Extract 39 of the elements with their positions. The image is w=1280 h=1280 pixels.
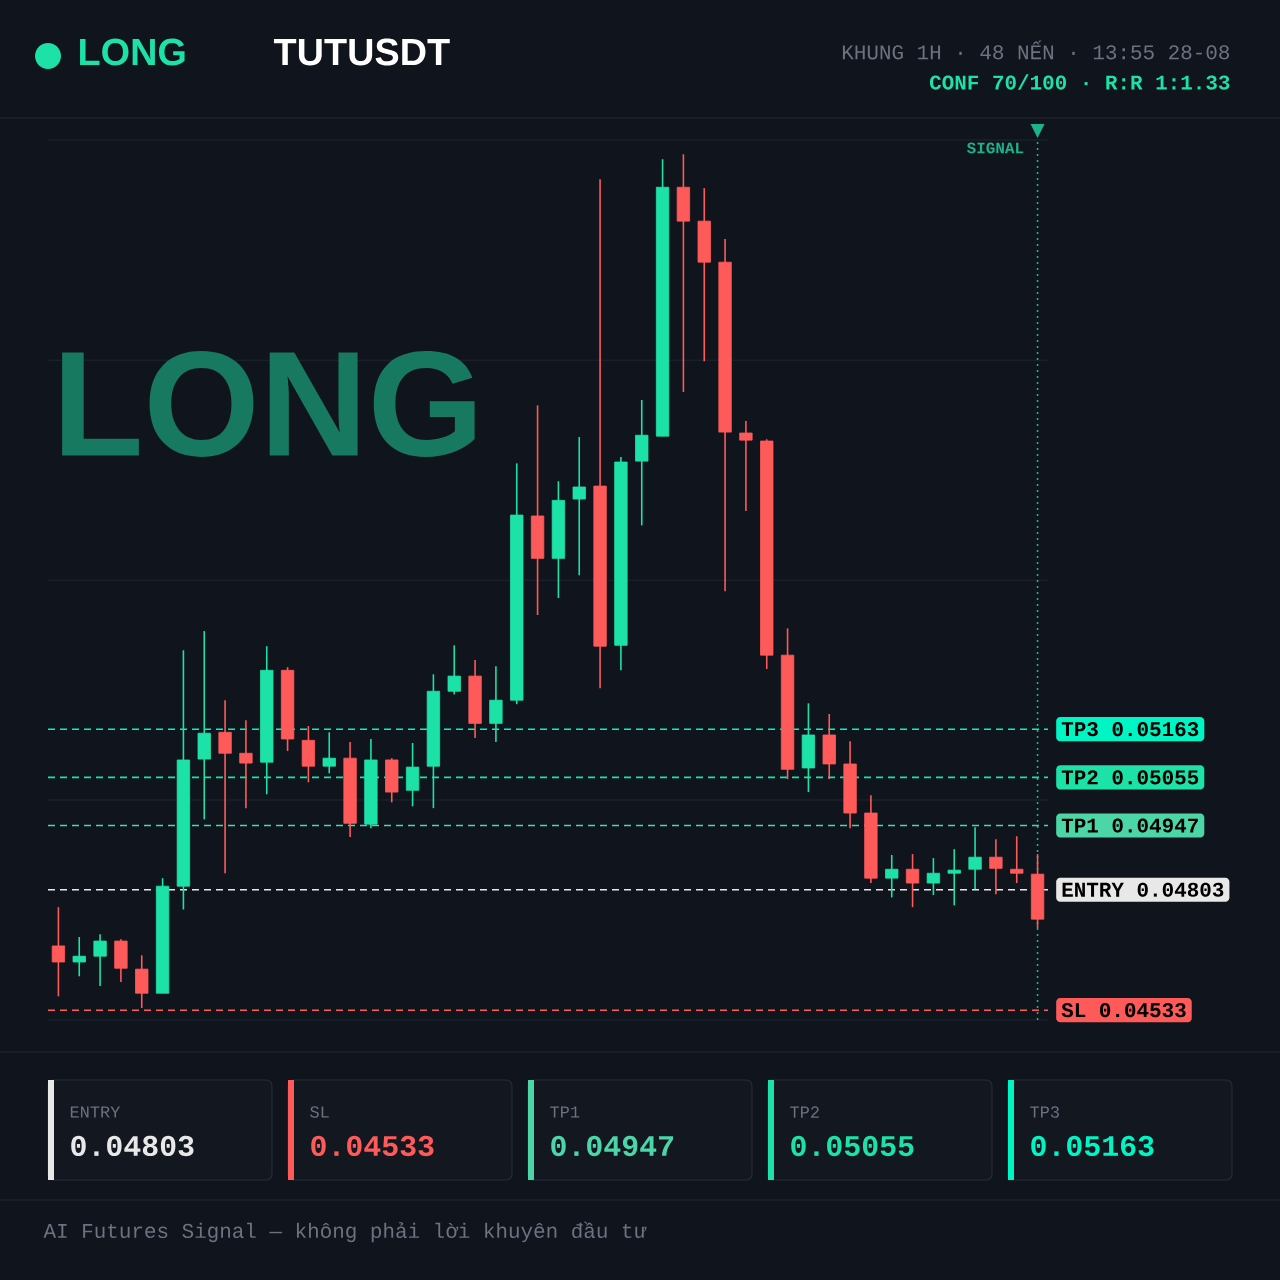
text: LONG bbox=[80, 38, 185, 66]
candlestick bbox=[968, 826, 982, 891]
candlestick bbox=[51, 906, 66, 998]
candlestick bbox=[905, 853, 920, 908]
candlestick bbox=[885, 854, 899, 899]
candlestick bbox=[322, 731, 336, 775]
text: TP1 bbox=[550, 1106, 580, 1118]
ref-line-label: SL 0.04533 bbox=[1061, 1003, 1186, 1018]
chart-title: TUTUSDT bbox=[273, 38, 450, 66]
candlestick bbox=[739, 420, 753, 512]
text: KHUNG 1H · 48 NẾN · 13:55 28-08 bbox=[842, 40, 1230, 60]
candlestick bbox=[1010, 835, 1024, 884]
text: ENTRY bbox=[70, 1106, 121, 1118]
text: SL bbox=[310, 1106, 329, 1118]
candlestick bbox=[572, 436, 586, 577]
text: 0.05163 bbox=[1031, 1135, 1154, 1157]
text: AI Futures Signal — không phải lời khuyên đầu tư bbox=[43, 1221, 647, 1243]
text: CONF 70/100 · R:R 1:1.33 bbox=[929, 74, 1230, 90]
text: 0.04803 bbox=[71, 1135, 194, 1157]
candlestick bbox=[239, 719, 253, 809]
candlestick bbox=[989, 838, 1003, 896]
candlestick bbox=[947, 848, 961, 907]
ref-line-label: TP2 0.05055 bbox=[1061, 770, 1199, 785]
ref-line-label: TP3 0.05163 bbox=[1061, 722, 1199, 737]
text: TP2 bbox=[790, 1106, 819, 1118]
text: 0.04533 bbox=[311, 1135, 434, 1157]
candlestick bbox=[926, 857, 941, 896]
ref-line-label: TP1 0.04947 bbox=[1061, 818, 1198, 833]
annotation: SIGNAL bbox=[966, 142, 1024, 154]
text: TP3 bbox=[1030, 1106, 1059, 1118]
text: 0.05055 bbox=[791, 1135, 914, 1157]
annotation: LONG bbox=[62, 351, 475, 457]
candlestick bbox=[489, 665, 503, 743]
ref-line-label: ENTRY 0.04803 bbox=[1062, 882, 1224, 897]
candlestick bbox=[93, 933, 107, 987]
candlestick bbox=[72, 936, 86, 978]
candlestick bbox=[218, 699, 232, 875]
text: 0.04947 bbox=[551, 1135, 674, 1157]
candlestick bbox=[447, 644, 461, 696]
